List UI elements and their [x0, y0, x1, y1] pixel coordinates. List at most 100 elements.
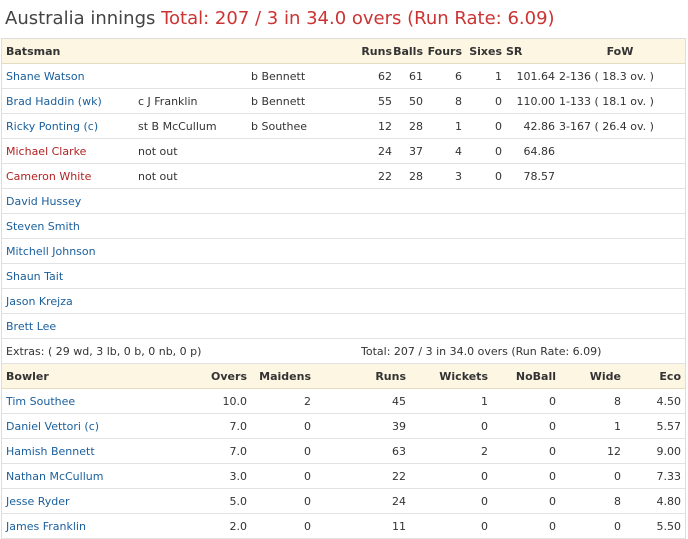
- col-sixes: Sixes: [462, 39, 502, 64]
- noball-cell: 0: [488, 438, 556, 464]
- batsman-name-link[interactable]: Steven Smith: [2, 213, 685, 239]
- strike-rate-cell: 64.86: [502, 138, 555, 164]
- wide-cell: 1: [556, 413, 621, 439]
- bowler-row: Jesse Ryder 5.0 0 24 0 0 8 4.80: [2, 488, 685, 514]
- did-not-bat-row: Mitchell Johnson: [2, 238, 685, 264]
- batsman-name-link[interactable]: David Hussey: [2, 188, 685, 214]
- noball-cell: 0: [488, 488, 556, 514]
- col-bowl-runs: Runs: [311, 364, 406, 389]
- batting-header-row: Batsman Runs Balls Fours Sixes SR FoW: [2, 39, 685, 64]
- batting-table: Batsman Runs Balls Fours Sixes SR FoW Sh…: [2, 39, 685, 364]
- col-runs: Runs: [357, 39, 392, 64]
- batsman-name-link[interactable]: Ricky Ponting (c): [2, 113, 134, 139]
- strike-rate-cell: 78.57: [502, 163, 555, 189]
- fours-cell: 8: [423, 88, 462, 114]
- bowler-row: Hamish Bennett 7.0 0 63 2 0 12 9.00: [2, 438, 685, 464]
- did-not-bat-row: Jason Krejza: [2, 288, 685, 314]
- did-not-bat-row: Steven Smith: [2, 213, 685, 239]
- innings-total-summary: Total: 207 / 3 in 34.0 overs (Run Rate: …: [161, 8, 555, 29]
- col-sr: SR: [502, 39, 555, 64]
- batsman-row: Michael Clarke not out 24 37 4 0 64.86: [2, 138, 685, 164]
- bowler-row: Nathan McCullum 3.0 0 22 0 0 0 7.33: [2, 463, 685, 489]
- batsman-name-link[interactable]: Jason Krejza: [2, 288, 685, 314]
- runs-conceded-cell: 39: [311, 413, 406, 439]
- runs-conceded-cell: 24: [311, 488, 406, 514]
- overs-cell: 7.0: [134, 413, 247, 439]
- did-not-bat-row: Brett Lee: [2, 313, 685, 339]
- col-fours: Fours: [423, 39, 462, 64]
- overs-cell: 5.0: [134, 488, 247, 514]
- runs-conceded-cell: 11: [311, 513, 406, 539]
- fours-cell: 6: [423, 63, 462, 89]
- bowler-name-link[interactable]: Jesse Ryder: [2, 488, 134, 514]
- maidens-cell: 0: [247, 488, 311, 514]
- batsman-name-link[interactable]: Shane Watson: [2, 63, 134, 89]
- batsman-name-link[interactable]: Shaun Tait: [2, 263, 685, 289]
- col-batsman: Batsman: [2, 39, 134, 64]
- bowler-name-link[interactable]: Tim Southee: [2, 388, 134, 414]
- wide-cell: 12: [556, 438, 621, 464]
- batsman-name-link[interactable]: Michael Clarke: [2, 138, 134, 164]
- col-eco: Eco: [621, 364, 685, 389]
- bowler-name-link[interactable]: Nathan McCullum: [2, 463, 134, 489]
- bowling-header-row: Bowler Overs Maidens Runs Wickets NoBall…: [2, 364, 685, 389]
- economy-cell: 4.80: [621, 488, 685, 514]
- economy-cell: 7.33: [621, 463, 685, 489]
- batsman-name-link[interactable]: Cameron White: [2, 163, 134, 189]
- col-noball: NoBall: [488, 364, 556, 389]
- batsman-row: Shane Watson b Bennett 62 61 6 1 101.64 2-136 (…: [2, 63, 685, 89]
- sixes-cell: 0: [462, 138, 502, 164]
- economy-cell: 9.00: [621, 438, 685, 464]
- bowler-row: James Franklin 2.0 0 11 0 0 0 5.50: [2, 513, 685, 539]
- runs-conceded-cell: 45: [311, 388, 406, 414]
- batsman-name-link[interactable]: Brad Haddin (wk): [2, 88, 134, 114]
- balls-cell: 37: [392, 138, 423, 164]
- economy-cell: 5.50: [621, 513, 685, 539]
- strike-rate-cell: 101.64: [502, 63, 555, 89]
- wickets-cell: 2: [406, 438, 488, 464]
- dismissal-fielder: not out: [134, 138, 247, 164]
- batsman-name-link[interactable]: Brett Lee: [2, 313, 685, 339]
- wickets-cell: 0: [406, 463, 488, 489]
- maidens-cell: 2: [247, 388, 311, 414]
- bowler-name-link[interactable]: Daniel Vettori (c): [2, 413, 134, 439]
- runs-cell: 22: [357, 163, 392, 189]
- fall-of-wicket-cell: 2-136 ( 18.3 ov. ): [555, 63, 685, 89]
- batsman-name-link[interactable]: Mitchell Johnson: [2, 238, 685, 264]
- bowler-row: Tim Southee 10.0 2 45 1 0 8 4.50: [2, 388, 685, 414]
- wickets-cell: 0: [406, 413, 488, 439]
- scorecard: Batsman Runs Balls Fours Sixes SR FoW Sh…: [1, 38, 686, 539]
- col-wickets: Wickets: [406, 364, 488, 389]
- wide-cell: 8: [556, 488, 621, 514]
- bowler-name-link[interactable]: James Franklin: [2, 513, 134, 539]
- strike-rate-cell: 42.86: [502, 113, 555, 139]
- wide-cell: 8: [556, 388, 621, 414]
- col-fow: FoW: [555, 39, 685, 64]
- did-not-bat-row: David Hussey: [2, 188, 685, 214]
- col-bowler: Bowler: [2, 364, 134, 389]
- overs-cell: 2.0: [134, 513, 247, 539]
- runs-cell: 62: [357, 63, 392, 89]
- maidens-cell: 0: [247, 438, 311, 464]
- wickets-cell: 0: [406, 488, 488, 514]
- maidens-cell: 0: [247, 413, 311, 439]
- dismissal-bowler: b Bennett: [247, 88, 357, 114]
- sixes-cell: 0: [462, 113, 502, 139]
- fours-cell: 4: [423, 138, 462, 164]
- dismissal-bowler: b Southee: [247, 113, 357, 139]
- batsman-row: Cameron White not out 22 28 3 0 78.57: [2, 163, 685, 189]
- strike-rate-cell: 110.00: [502, 88, 555, 114]
- col-overs: Overs: [134, 364, 247, 389]
- runs-cell: 24: [357, 138, 392, 164]
- did-not-bat-row: Shaun Tait: [2, 263, 685, 289]
- team-innings-label: Australia innings: [5, 8, 162, 29]
- bowling-table: Bowler Overs Maidens Runs Wickets NoBall…: [2, 364, 685, 539]
- sixes-cell: 0: [462, 88, 502, 114]
- bowler-name-link[interactable]: Hamish Bennett: [2, 438, 134, 464]
- economy-cell: 5.57: [621, 413, 685, 439]
- maidens-cell: 0: [247, 513, 311, 539]
- balls-cell: 28: [392, 163, 423, 189]
- balls-cell: 50: [392, 88, 423, 114]
- maidens-cell: 0: [247, 463, 311, 489]
- dismissal-fielder: [134, 63, 247, 89]
